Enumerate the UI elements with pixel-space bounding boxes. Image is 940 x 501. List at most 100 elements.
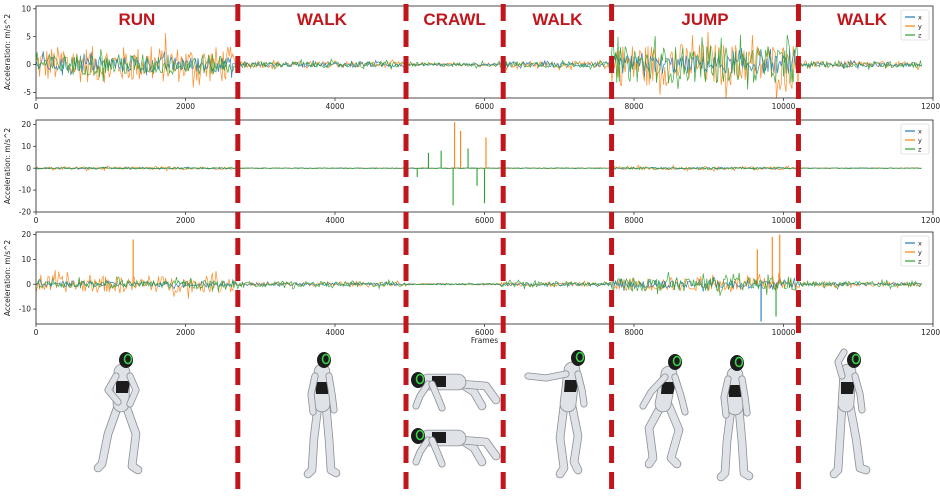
activity-label-walk: WALK xyxy=(297,10,348,29)
legend-entry-x: x xyxy=(918,239,922,247)
robot-run xyxy=(93,352,143,475)
y-tick-label: 20 xyxy=(21,230,31,239)
x-tick-label: 0 xyxy=(34,102,39,111)
robot-visor xyxy=(672,355,682,367)
activity-labels-layer: RUN WALK CRAWL WALK JUMP WALK xyxy=(118,10,887,29)
chart-panel-3: 0 2000 4000 6000 8000 10000 12000 -10 0 10 20 Accel… xyxy=(3,230,940,345)
x-tick-label: 8000 xyxy=(624,102,643,111)
x-tick-label: 12000 xyxy=(921,216,940,225)
series-line-x xyxy=(36,276,922,292)
x-tick-label: 6000 xyxy=(475,102,494,111)
robot-visor xyxy=(415,429,425,441)
y-tick-label: 0 xyxy=(26,60,31,69)
signal-traces xyxy=(36,234,922,322)
x-tick-label: 4000 xyxy=(325,102,344,111)
dividers-layer xyxy=(235,4,801,497)
legend-entry-x: x xyxy=(918,127,922,135)
robot-head xyxy=(668,354,682,370)
signal-traces xyxy=(36,31,922,98)
y-tick-label: 20 xyxy=(21,120,31,129)
chart-panel-1: 020004000600080001000012000-50510Acceler… xyxy=(3,4,940,111)
x-tick-label: 6000 xyxy=(475,328,494,337)
robot-visor xyxy=(321,353,331,365)
x-tick-label: 4000 xyxy=(325,328,344,337)
robot-visor xyxy=(575,351,585,363)
robot-visor xyxy=(415,373,425,385)
legend: xyz xyxy=(900,123,930,155)
robot-chest xyxy=(315,382,329,394)
robot-crawl-1 xyxy=(411,372,501,412)
x-tick-label: 12000 xyxy=(921,328,940,337)
x-tick-label: 4000 xyxy=(325,216,344,225)
robot-head xyxy=(730,355,744,371)
y-axis-label: Acceleration: m/s^2 xyxy=(3,14,12,91)
robot-visor xyxy=(851,353,861,365)
robot-head xyxy=(317,352,331,368)
legend-entry-z: z xyxy=(918,145,922,153)
x-tick-label: 2000 xyxy=(176,102,195,111)
legend-entry-x: x xyxy=(918,13,922,21)
legend-entry-y: y xyxy=(918,22,922,30)
y-tick-label: -5 xyxy=(24,88,32,97)
x-tick-label: 12000 xyxy=(921,102,940,111)
series-line-z xyxy=(36,272,922,296)
series-line-z xyxy=(36,34,922,90)
x-tick-label: 0 xyxy=(34,328,39,337)
x-tick-label: 10000 xyxy=(772,102,796,111)
x-tick-label: 6000 xyxy=(475,216,494,225)
x-tick-label: 0 xyxy=(34,216,39,225)
activity-label-crawl: CRAWL xyxy=(423,10,485,29)
legend-entry-z: z xyxy=(918,257,922,265)
legend-entry-z: z xyxy=(918,31,922,39)
signal-traces xyxy=(36,122,922,206)
y-axis-label: Acceleration: m/s^2 xyxy=(3,128,12,205)
plots-layer: 020004000600080001000012000-50510Acceler… xyxy=(3,4,940,345)
robot-head xyxy=(847,352,861,368)
series-line-x xyxy=(36,48,922,78)
x-tick-label: 10000 xyxy=(772,328,796,337)
x-axis-label: Frames xyxy=(471,336,498,345)
x-tick-label: 8000 xyxy=(624,328,643,337)
chart-panel-2: 0 2000 4000 6000 8000 10000 12000 -20 -10 0 10 20 Ac… xyxy=(3,119,940,225)
robot-head xyxy=(411,372,425,388)
y-tick-label: 0 xyxy=(26,164,31,173)
robot-crawl-2 xyxy=(411,428,501,468)
x-tick-label: 8000 xyxy=(624,216,643,225)
legend: xyz xyxy=(900,235,930,267)
activity-label-run: RUN xyxy=(118,10,155,29)
y-tick-label: 10 xyxy=(21,142,31,151)
robot-chest xyxy=(116,381,130,393)
robot-chest xyxy=(841,382,855,394)
activity-label-walk: WALK xyxy=(532,10,583,29)
x-tick-label: 2000 xyxy=(176,328,195,337)
x-tick-label: 2000 xyxy=(176,216,195,225)
y-tick-label: -10 xyxy=(19,186,31,195)
robots-layer xyxy=(93,348,871,482)
robot-walk-2 xyxy=(524,350,588,479)
robot-jump-1 xyxy=(639,354,689,469)
y-tick-label: 0 xyxy=(26,280,31,289)
y-tick-label: 10 xyxy=(21,255,31,264)
legend-entry-y: y xyxy=(918,248,922,256)
activity-label-jump: JUMP xyxy=(681,10,728,29)
y-tick-label: 5 xyxy=(26,32,31,41)
y-axis-label: Acceleration: m/s^2 xyxy=(3,240,12,317)
y-tick-label: -20 xyxy=(19,208,31,217)
y-tick-label: 10 xyxy=(21,4,31,13)
activity-label-walk: WALK xyxy=(837,10,888,29)
robot-walk-3 xyxy=(829,348,871,479)
series-line-z xyxy=(36,165,922,171)
robot-chest xyxy=(564,380,579,392)
robot-visor xyxy=(734,356,744,368)
robot-walk-1 xyxy=(303,352,341,479)
robot-chest xyxy=(661,382,676,394)
robot-jump-2 xyxy=(716,355,754,482)
x-tick-label: 10000 xyxy=(772,216,796,225)
robot-head xyxy=(571,350,585,366)
robot-head xyxy=(119,352,133,368)
robot-visor xyxy=(123,353,133,365)
legend: xyz xyxy=(900,9,930,41)
robot-chest xyxy=(728,385,742,397)
robot-head xyxy=(411,428,425,444)
